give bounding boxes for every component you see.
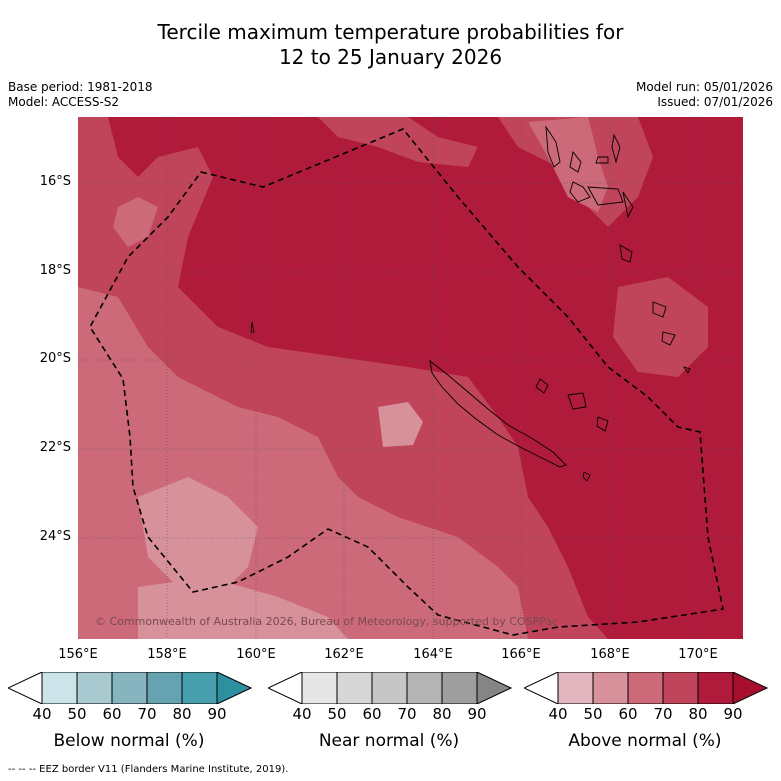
near-bin-50-60 [336, 672, 373, 704]
above-arrow-high [732, 672, 768, 704]
copyright-notice: © Commonwealth of Australia 2026, Bureau… [95, 615, 559, 628]
below-tick: 80 [172, 705, 192, 723]
map-region-60-70-north [113, 197, 158, 247]
chesterfield-islands [250, 321, 255, 333]
probability-map [78, 117, 743, 639]
near-tick: 80 [432, 705, 452, 723]
issued-label: Issued: 07/01/2026 [657, 95, 773, 109]
below-bin-70-80 [146, 672, 183, 704]
eez-footnote: -- -- -- EEZ border V11 (Flanders Marine… [8, 764, 289, 775]
above-bin-80-90 [697, 672, 734, 704]
lat-label-24s: 24°S [39, 529, 71, 544]
above-bin-60-70 [627, 672, 664, 704]
below-normal-title: Below normal (%) [53, 731, 205, 751]
lat-label-16s: 16°S [39, 174, 71, 189]
below-bin-50-60 [76, 672, 113, 704]
title-line-1: Tercile maximum temperature probabilitie… [157, 20, 624, 44]
loyalty-east-islands [652, 301, 691, 374]
lon-label-158e: 158°E [147, 647, 187, 662]
above-bin-50-60 [592, 672, 629, 704]
near-tick: 70 [397, 705, 417, 723]
below-arrow-low [8, 672, 43, 704]
below-bin-40-50 [41, 672, 78, 704]
colorbar-near-normal [268, 672, 512, 704]
above-tick: 50 [583, 705, 603, 723]
map-title: Tercile maximum temperature probabilitie… [0, 20, 781, 70]
matthew-hunter-islets [582, 471, 591, 482]
map-region-50-60 [138, 477, 258, 597]
model-label: Model: ACCESS-S2 [8, 95, 120, 109]
near-bin-80-90 [441, 672, 478, 704]
near-tick: 90 [467, 705, 487, 723]
near-tick: 50 [327, 705, 347, 723]
vanuatu-islands [545, 125, 634, 263]
below-tick: 50 [67, 705, 87, 723]
lat-label-22s: 22°S [39, 440, 71, 455]
map-region-60-70-vanuatu [528, 117, 608, 212]
lon-label-166e: 166°E [501, 647, 541, 662]
above-bin-70-80 [662, 672, 699, 704]
near-bin-60-70 [371, 672, 408, 704]
below-bin-60-70 [111, 672, 148, 704]
map-region-70-80-north [318, 117, 478, 167]
near-arrow-high [476, 672, 512, 704]
above-bin-40-50 [557, 672, 594, 704]
near-arrow-low [268, 672, 303, 704]
lat-label-18s: 18°S [39, 263, 71, 278]
map-region-50-60-south [138, 577, 348, 639]
title-line-2: 12 to 25 January 2026 [278, 45, 503, 69]
near-bin-40-50 [301, 672, 338, 704]
below-bin-80-90 [181, 672, 218, 704]
colorbar-above-normal [524, 672, 768, 704]
eez-border [89, 128, 724, 636]
below-tick: 90 [207, 705, 227, 723]
below-tick: 40 [32, 705, 52, 723]
lon-label-168e: 168°E [590, 647, 630, 662]
below-tick: 60 [102, 705, 122, 723]
above-normal-title: Above normal (%) [568, 731, 722, 751]
near-tick: 40 [292, 705, 312, 723]
lon-label-156e: 156°E [58, 647, 98, 662]
loyalty-islands [535, 378, 609, 432]
near-tick: 60 [362, 705, 382, 723]
above-tick: 90 [723, 705, 743, 723]
below-tick: 70 [137, 705, 157, 723]
above-arrow-low [524, 672, 559, 704]
above-tick: 70 [653, 705, 673, 723]
lat-label-20s: 20°S [39, 351, 71, 366]
below-arrow-high [216, 672, 252, 704]
map-region-70-80-east [613, 277, 708, 377]
above-tick: 40 [548, 705, 568, 723]
base-period-label: Base period: 1981-2018 [8, 80, 153, 94]
near-normal-title: Near normal (%) [318, 731, 460, 751]
lon-label-170e: 170°E [678, 647, 718, 662]
meta-left: Base period: 1981-2018 Model: ACCESS-S2 [8, 80, 153, 110]
new-caledonia-island [429, 359, 567, 468]
meta-right: Model run: 05/01/2026 Issued: 07/01/2026 [636, 80, 773, 110]
above-tick: 80 [688, 705, 708, 723]
colorbar-below-normal [8, 672, 252, 704]
map-region-50-60-center [378, 402, 423, 447]
lon-label-164e: 164°E [413, 647, 453, 662]
model-run-label: Model run: 05/01/2026 [635, 80, 773, 94]
above-tick: 60 [618, 705, 638, 723]
near-bin-70-80 [406, 672, 443, 704]
lon-label-162e: 162°E [324, 647, 364, 662]
lon-label-160e: 160°E [236, 647, 276, 662]
